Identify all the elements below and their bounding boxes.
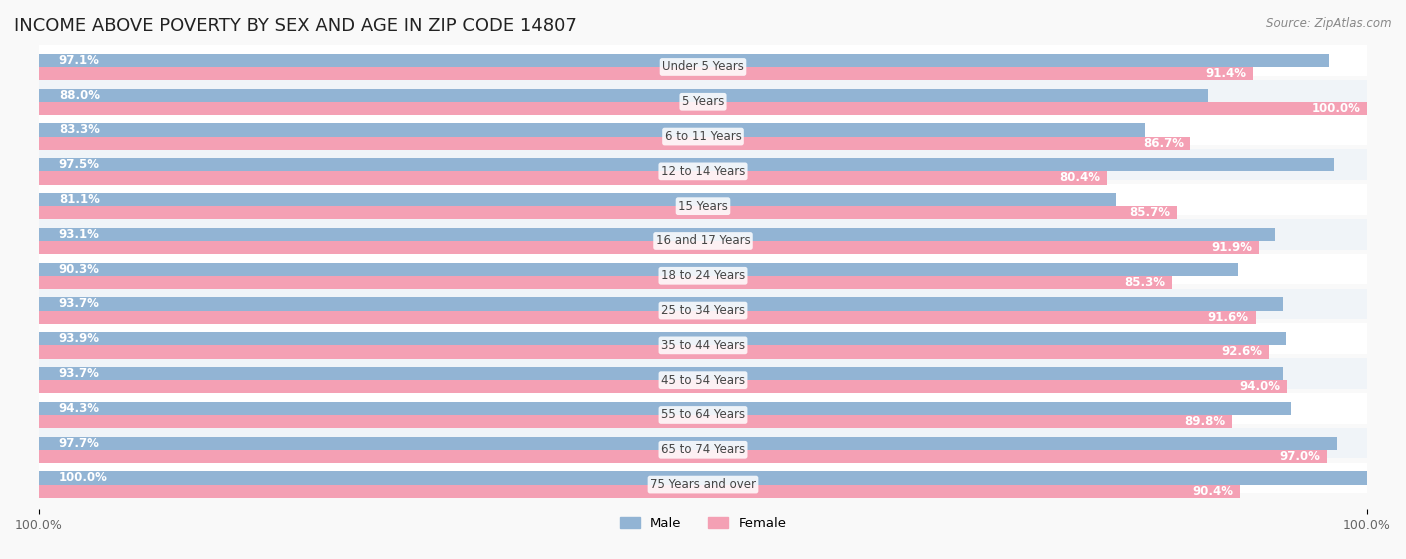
Text: 91.4%: 91.4% — [1205, 67, 1246, 80]
Bar — [39, 102, 1367, 115]
Bar — [39, 437, 1337, 450]
Text: 100.0%: 100.0% — [59, 471, 108, 485]
Bar — [39, 45, 1367, 75]
Text: 15 Years: 15 Years — [678, 200, 728, 212]
Bar — [39, 324, 1367, 354]
Text: 85.3%: 85.3% — [1125, 276, 1166, 289]
Text: 93.1%: 93.1% — [59, 228, 100, 241]
Bar — [39, 428, 1367, 458]
Bar — [39, 485, 1240, 498]
Bar — [39, 393, 1367, 424]
Text: 85.7%: 85.7% — [1129, 206, 1171, 219]
Legend: Male, Female: Male, Female — [614, 511, 792, 536]
Bar — [39, 463, 1367, 493]
Bar — [39, 367, 1284, 380]
Bar — [39, 67, 1253, 80]
Text: 97.7%: 97.7% — [59, 437, 100, 449]
Text: 91.9%: 91.9% — [1212, 241, 1253, 254]
Text: 86.7%: 86.7% — [1143, 137, 1184, 150]
Text: 94.0%: 94.0% — [1240, 380, 1281, 394]
Bar — [39, 288, 1367, 319]
Text: 97.1%: 97.1% — [59, 54, 100, 67]
Text: 92.6%: 92.6% — [1222, 345, 1263, 358]
Bar — [39, 254, 1367, 285]
Bar — [39, 149, 1367, 180]
Text: 100.0%: 100.0% — [1312, 102, 1361, 115]
Text: 93.7%: 93.7% — [59, 297, 100, 310]
Bar — [39, 241, 1260, 254]
Bar — [39, 415, 1232, 428]
Text: 45 to 54 Years: 45 to 54 Years — [661, 373, 745, 387]
Bar — [39, 206, 1177, 219]
Text: 6 to 11 Years: 6 to 11 Years — [665, 130, 741, 143]
Bar — [39, 115, 1367, 145]
Text: 55 to 64 Years: 55 to 64 Years — [661, 409, 745, 421]
Bar — [39, 88, 1208, 102]
Bar — [39, 80, 1367, 111]
Bar — [39, 136, 1191, 150]
Text: 12 to 14 Years: 12 to 14 Years — [661, 165, 745, 178]
Text: 16 and 17 Years: 16 and 17 Years — [655, 234, 751, 248]
Text: 81.1%: 81.1% — [59, 193, 100, 206]
Bar — [39, 193, 1116, 206]
Text: INCOME ABOVE POVERTY BY SEX AND AGE IN ZIP CODE 14807: INCOME ABOVE POVERTY BY SEX AND AGE IN Z… — [14, 17, 576, 35]
Bar — [39, 345, 1268, 358]
Bar — [39, 158, 1334, 172]
Text: 97.5%: 97.5% — [59, 158, 100, 171]
Bar — [39, 54, 1329, 67]
Text: 88.0%: 88.0% — [59, 89, 100, 102]
Bar — [39, 219, 1367, 250]
Bar — [39, 358, 1367, 389]
Bar — [39, 297, 1284, 311]
Text: 80.4%: 80.4% — [1059, 172, 1099, 184]
Text: 97.0%: 97.0% — [1279, 450, 1320, 463]
Bar — [39, 402, 1291, 415]
Bar — [39, 471, 1367, 485]
Text: 83.3%: 83.3% — [59, 124, 100, 136]
Bar — [39, 276, 1171, 289]
Bar — [39, 184, 1367, 215]
Bar — [39, 172, 1107, 184]
Bar — [39, 380, 1288, 394]
Text: 93.7%: 93.7% — [59, 367, 100, 380]
Bar — [39, 450, 1327, 463]
Text: 65 to 74 Years: 65 to 74 Years — [661, 443, 745, 456]
Text: 93.9%: 93.9% — [59, 332, 100, 345]
Text: 94.3%: 94.3% — [59, 402, 100, 415]
Text: 18 to 24 Years: 18 to 24 Years — [661, 269, 745, 282]
Text: 25 to 34 Years: 25 to 34 Years — [661, 304, 745, 317]
Text: 90.3%: 90.3% — [59, 263, 100, 276]
Bar — [39, 332, 1286, 345]
Bar — [39, 263, 1239, 276]
Bar — [39, 228, 1275, 241]
Bar — [39, 311, 1256, 324]
Text: 35 to 44 Years: 35 to 44 Years — [661, 339, 745, 352]
Text: Source: ZipAtlas.com: Source: ZipAtlas.com — [1267, 17, 1392, 30]
Text: 90.4%: 90.4% — [1192, 485, 1233, 498]
Text: Under 5 Years: Under 5 Years — [662, 60, 744, 73]
Bar — [39, 124, 1146, 136]
Text: 89.8%: 89.8% — [1184, 415, 1225, 428]
Text: 91.6%: 91.6% — [1208, 311, 1249, 324]
Text: 75 Years and over: 75 Years and over — [650, 478, 756, 491]
Text: 5 Years: 5 Years — [682, 95, 724, 108]
